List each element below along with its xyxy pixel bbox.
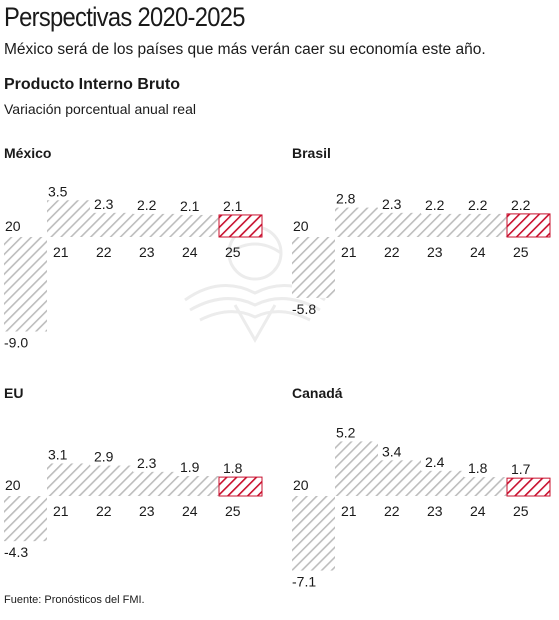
bar-brasil-21: [335, 207, 378, 237]
bar-canada-20: [292, 496, 335, 571]
category-label-eu-25: 25: [225, 503, 241, 519]
bar-canada-23: [421, 470, 464, 496]
category-label-canada-25: 25: [513, 503, 529, 519]
value-label-brasil-25: 2.2: [511, 197, 531, 213]
category-label-brasil-23: 23: [427, 244, 443, 260]
bar-canada-21: [335, 441, 378, 496]
bar-canada-24: [464, 477, 507, 496]
category-label-mexico-21: 21: [53, 244, 69, 260]
value-label-brasil-24: 2.2: [468, 197, 488, 213]
value-label-brasil-20: -5.8: [292, 301, 316, 317]
page-subtitle: México será de los países que más verán …: [4, 41, 486, 58]
bar-brasil-25: [506, 213, 551, 238]
bar-canada-25: [506, 477, 551, 497]
panel-title-mexico: México: [4, 145, 51, 161]
value-label-eu-23: 2.3: [137, 455, 157, 471]
category-label-canada-21: 21: [341, 503, 357, 519]
value-label-canada-23: 2.4: [425, 454, 445, 470]
panel-title-canada: Canadá: [292, 385, 343, 401]
value-label-eu-25: 1.8: [223, 460, 243, 476]
category-label-eu-21: 21: [53, 503, 69, 519]
bar-eu-25: [218, 476, 263, 497]
bar-eu-22: [90, 465, 133, 496]
category-label-canada-20: 20: [293, 477, 309, 493]
category-label-eu-20: 20: [5, 477, 21, 493]
bar-brasil-20: [292, 237, 335, 298]
category-label-mexico-24: 24: [182, 244, 198, 260]
category-label-brasil-21: 21: [341, 244, 357, 260]
bar-mexico-20: [4, 237, 47, 332]
chart-subtitle: Variación porcentual anual real: [4, 101, 196, 117]
value-label-mexico-20: -9.0: [4, 335, 28, 351]
bar-eu-23: [133, 471, 176, 496]
value-label-mexico-25: 2.1: [223, 198, 243, 214]
value-label-mexico-22: 2.3: [94, 196, 114, 212]
category-label-mexico-25: 25: [225, 244, 241, 260]
category-label-brasil-24: 24: [470, 244, 486, 260]
bar-mexico-23: [133, 213, 176, 237]
category-label-mexico-23: 23: [139, 244, 155, 260]
value-label-mexico-24: 2.1: [180, 198, 200, 214]
value-label-eu-20: -4.3: [4, 544, 28, 560]
value-label-canada-20: -7.1: [292, 574, 316, 590]
value-label-mexico-23: 2.2: [137, 197, 157, 213]
bar-eu-24: [176, 476, 219, 496]
value-label-brasil-22: 2.3: [382, 196, 402, 212]
bar-eu-20: [4, 496, 47, 542]
value-label-brasil-21: 2.8: [336, 191, 356, 207]
value-label-mexico-21: 3.5: [48, 183, 68, 199]
category-label-brasil-25: 25: [513, 244, 529, 260]
bar-canada-22: [378, 460, 421, 496]
panel-title-eu: EU: [4, 385, 23, 401]
category-label-brasil-20: 20: [293, 218, 309, 234]
category-label-eu-23: 23: [139, 503, 155, 519]
bar-mexico-25: [218, 214, 263, 238]
category-label-mexico-20: 20: [5, 218, 21, 234]
bar-brasil-23: [421, 213, 464, 237]
value-label-eu-24: 1.9: [180, 459, 200, 475]
page-title: Perspectivas 2020-2025: [4, 2, 245, 32]
value-label-canada-24: 1.8: [468, 460, 488, 476]
category-label-canada-24: 24: [470, 503, 486, 519]
bar-mexico-21: [47, 200, 90, 237]
chart-title: Producto Interno Bruto: [4, 76, 180, 93]
bar-mexico-24: [176, 214, 219, 237]
value-label-brasil-23: 2.2: [425, 197, 445, 213]
category-label-eu-24: 24: [182, 503, 198, 519]
bar-brasil-24: [464, 213, 507, 237]
bar-mexico-22: [90, 212, 133, 237]
value-label-eu-22: 2.9: [94, 449, 114, 465]
panel-title-brasil: Brasil: [292, 145, 331, 161]
value-label-canada-25: 1.7: [511, 461, 531, 477]
value-label-eu-21: 3.1: [48, 446, 68, 462]
category-label-eu-22: 22: [96, 503, 112, 519]
bar-eu-21: [47, 463, 90, 496]
category-label-canada-23: 23: [427, 503, 443, 519]
value-label-canada-21: 5.2: [336, 424, 356, 440]
category-label-brasil-22: 22: [384, 244, 400, 260]
category-label-canada-22: 22: [384, 503, 400, 519]
source-note: Fuente: Pronósticos del FMI.: [4, 594, 145, 606]
value-label-canada-22: 3.4: [382, 443, 402, 459]
category-label-mexico-22: 22: [96, 244, 112, 260]
bar-brasil-22: [378, 212, 421, 237]
